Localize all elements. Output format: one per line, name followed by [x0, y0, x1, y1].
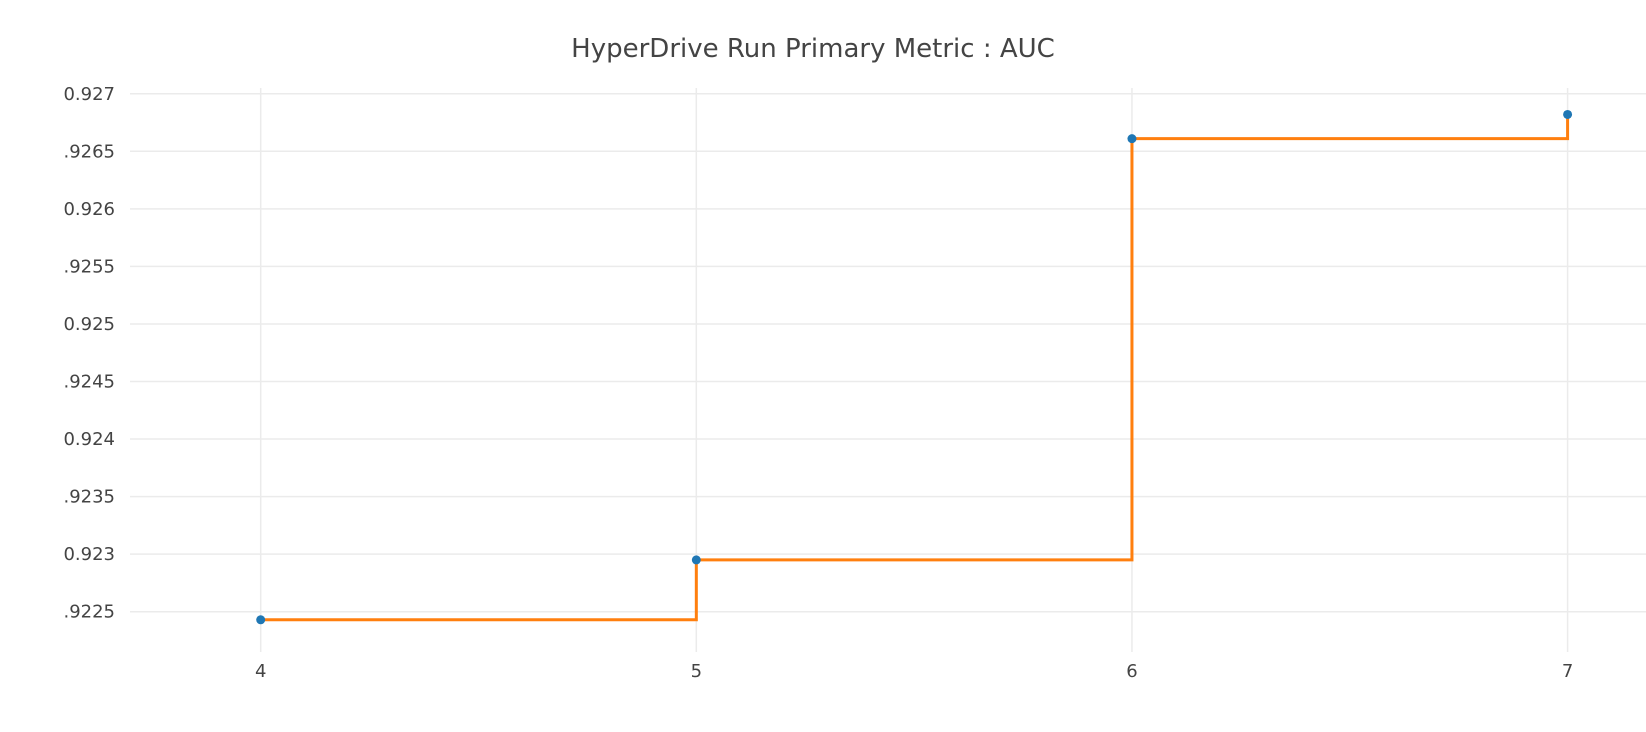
y-tick-label: 0.927: [63, 84, 115, 105]
chart-title: HyperDrive Run Primary Metric : AUC: [571, 34, 1055, 64]
x-tick-label: 7: [1562, 661, 1573, 682]
y-tick-label: .9245: [63, 372, 115, 393]
data-point[interactable]: [1563, 109, 1573, 119]
y-tick-label: 0.926: [63, 199, 115, 220]
x-tick-label: 6: [1126, 661, 1137, 682]
y-tick-label: 0.925: [63, 314, 115, 335]
x-tick-label: 4: [255, 661, 266, 682]
grid: [130, 88, 1646, 652]
y-tick-label: .9255: [63, 256, 115, 277]
best-metric-step-line: [260, 114, 1570, 622]
data-point[interactable]: [1127, 134, 1137, 144]
plot-area: [256, 109, 1573, 625]
x-tick-label: 5: [691, 661, 702, 682]
x-axis-ticks: 4 5 6 7: [255, 661, 1573, 682]
data-point[interactable]: [691, 555, 701, 565]
y-tick-label: .9265: [63, 141, 115, 162]
data-point[interactable]: [256, 615, 266, 625]
y-tick-label: 0.924: [63, 429, 115, 450]
y-tick-label: .9235: [63, 487, 115, 508]
y-tick-label: 0.923: [63, 544, 115, 565]
y-axis-ticks: .9225 0.923 .9235 0.924 .9245 0.925 .9255 0.926…: [63, 84, 115, 623]
y-tick-label: .9225: [63, 602, 115, 623]
